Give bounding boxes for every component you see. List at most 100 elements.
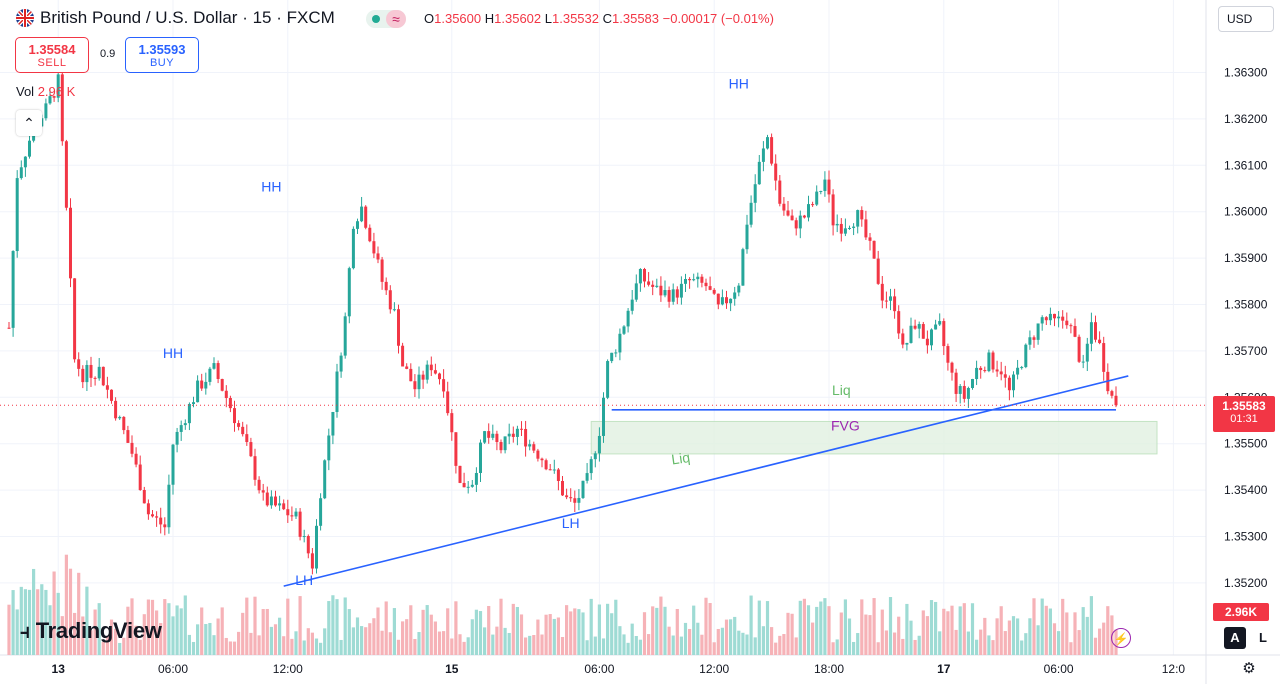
candle-body — [364, 206, 368, 228]
fvg-zone-box — [590, 420, 1158, 455]
price-axis[interactable]: 1.36300 1.36200 1.36100 1.36000 1.35900 1.358… — [1224, 66, 1268, 590]
candle-body — [778, 180, 782, 204]
volume-bar — [7, 604, 11, 655]
time-tick: 13 — [52, 662, 66, 676]
candle-body — [782, 203, 786, 211]
candle-body — [786, 210, 790, 216]
candle-body — [597, 435, 601, 454]
volume-bar — [261, 609, 265, 655]
drawn-lines[interactable] — [0, 375, 1206, 587]
volume-bar — [925, 616, 929, 655]
candle-body — [876, 258, 880, 284]
volume-bar — [741, 632, 745, 655]
price-tick: 1.36200 — [1224, 112, 1268, 126]
candle-body — [995, 369, 999, 372]
volume-bar — [1003, 631, 1007, 655]
volume-bar — [864, 614, 868, 655]
volume-bar — [831, 642, 835, 655]
market-status-icon[interactable]: ≈ — [366, 10, 406, 28]
volume-bar — [409, 605, 413, 655]
ohlc-low: 1.35532 — [552, 11, 599, 26]
fvg-zone[interactable] — [590, 420, 1158, 455]
candle-body — [548, 469, 552, 471]
volume-legend[interactable]: Vol 2.96 K — [16, 84, 75, 99]
candle-body — [561, 480, 564, 496]
candle-body — [1053, 313, 1056, 319]
candle-body — [950, 362, 954, 373]
candle-body — [1036, 323, 1040, 340]
candle-body — [126, 430, 130, 443]
candle-body — [159, 517, 163, 525]
candle-body — [565, 495, 569, 498]
volume-bar — [1052, 623, 1057, 655]
volume-bar — [474, 609, 478, 655]
volume-bar — [487, 605, 491, 655]
candle-body — [138, 464, 142, 491]
candle-body — [700, 276, 704, 283]
candle-body — [315, 525, 318, 569]
symbol-title[interactable]: British Pound / U.S. Dollar · 15 · FXCM — [40, 8, 335, 27]
volume-bar — [597, 604, 601, 655]
volume-bar — [560, 637, 565, 655]
price-tick: 1.36100 — [1224, 158, 1268, 172]
candle-body — [983, 370, 987, 372]
volume-bar — [183, 595, 187, 655]
volume-bar — [712, 642, 716, 655]
volume-bar — [1073, 612, 1077, 655]
candle-body — [487, 431, 491, 438]
volume-bar — [495, 626, 499, 655]
volume-bar — [187, 634, 191, 655]
candle-body — [757, 161, 761, 185]
volume-bar — [1089, 596, 1093, 655]
candle-body — [85, 364, 89, 383]
lightning-icon[interactable]: ⚡ — [1111, 628, 1131, 648]
ohlc-open: 1.35600 — [434, 11, 482, 26]
settings-icon[interactable]: ⚙ — [1242, 660, 1256, 677]
ohlc-close: 1.35583 — [612, 11, 660, 26]
volume-bar — [224, 637, 228, 655]
candle-body — [1110, 391, 1114, 396]
candle-body — [1081, 361, 1085, 363]
currency-select[interactable]: USD — [1218, 6, 1274, 32]
tradingview-logo[interactable]: ⫞ TradingView — [20, 618, 162, 644]
candle-body — [56, 74, 60, 98]
candle-body — [306, 536, 310, 554]
sell-button[interactable]: 1.35584 SELL — [15, 37, 89, 73]
candle-body — [655, 285, 659, 287]
volume-bar — [946, 611, 950, 655]
time-axis[interactable]: 13 06:00 12:00 15 06:00 12:00 18:00 17 06:00 12:0 — [52, 662, 1186, 676]
ohlc-high: 1.35602 — [494, 11, 542, 26]
candle-body — [413, 381, 417, 390]
annotations: HH HH HH LH LH Liq Liq FVG — [163, 75, 860, 588]
volume-bar — [442, 631, 446, 655]
auto-scale-button[interactable]: A — [1224, 627, 1246, 649]
log-scale-button[interactable]: L — [1259, 630, 1267, 645]
volume-bar — [470, 619, 474, 655]
candle-body — [187, 404, 191, 424]
volume-bar — [462, 641, 466, 655]
volume-bar — [433, 621, 437, 655]
candle-body — [651, 284, 655, 287]
candle-body — [938, 321, 942, 325]
candle-body — [630, 299, 634, 311]
candle-body — [860, 210, 864, 220]
volume-bar — [827, 606, 831, 655]
candle-body — [1073, 326, 1077, 337]
volume-bar — [847, 618, 852, 655]
candle-body — [798, 215, 802, 229]
candle-body — [905, 342, 909, 345]
volume-bar — [897, 616, 901, 655]
candle-body — [966, 388, 970, 399]
price-tick: 1.35700 — [1224, 344, 1268, 358]
candle-body — [261, 490, 265, 493]
volume-bar — [675, 608, 679, 655]
candle-body — [425, 364, 429, 380]
volume-bar — [819, 601, 823, 655]
collapse-icon[interactable]: ⌃ — [16, 110, 42, 136]
candle-body — [556, 469, 560, 481]
volume-bar — [638, 639, 642, 655]
candle-body — [204, 381, 208, 389]
volume-bar — [376, 607, 380, 655]
buy-button[interactable]: 1.35593 BUY — [125, 37, 199, 73]
